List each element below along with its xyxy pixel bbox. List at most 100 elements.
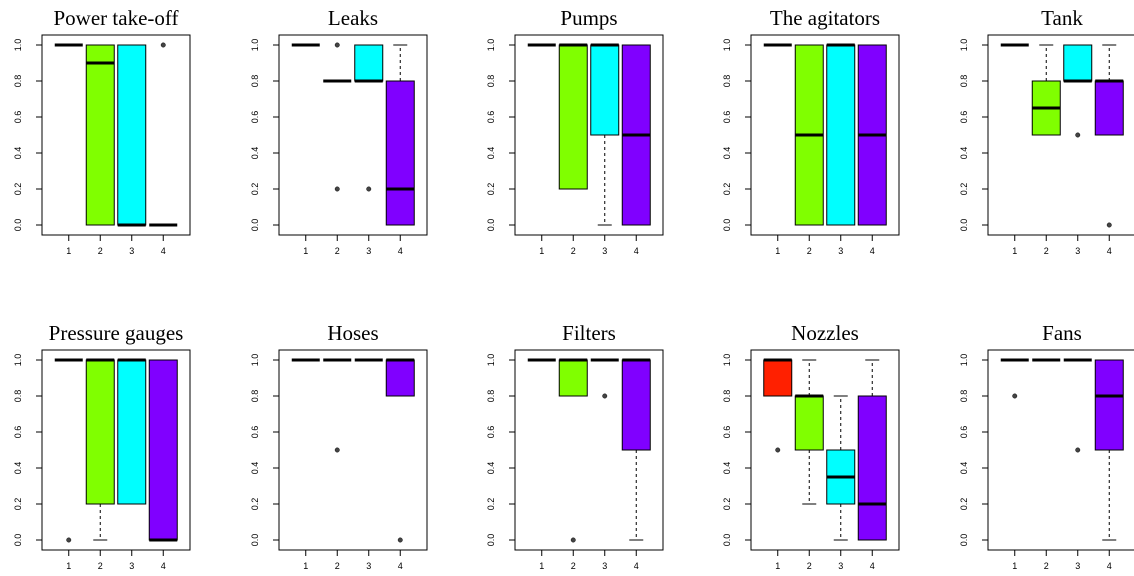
y-tick-label: 0.4 [250, 462, 260, 475]
box-3 [590, 43, 620, 226]
y-tick-label: 0.0 [486, 534, 496, 547]
box-4 [385, 358, 415, 543]
box-body [85, 44, 115, 226]
y-tick-label: 0.2 [250, 498, 260, 511]
x-tick-label: 1 [539, 246, 544, 256]
x-tick-label: 4 [634, 246, 639, 256]
y-tick-label: 1.0 [722, 39, 732, 52]
x-tick-label: 2 [1044, 246, 1049, 256]
plot-frame [41, 349, 191, 551]
y-tick-label: 0.6 [722, 426, 732, 439]
y-tick-label: 0.2 [722, 498, 732, 511]
panel-10: Fans 0.0 0.2 0.4 0.6 0.8 1.0 1 2 3 4 [959, 321, 1134, 571]
x-tick-label: 3 [366, 561, 371, 571]
y-tick-label: 1.0 [13, 39, 23, 52]
x-tick-label: 3 [129, 246, 134, 256]
y-tick-label: 0.4 [959, 462, 969, 475]
panel-5: Tank 0.0 0.2 0.4 0.6 0.8 1.0 1 2 3 4 [959, 6, 1134, 256]
x-tick-label: 3 [602, 561, 607, 571]
x-tick-label: 1 [303, 561, 308, 571]
panel-title: Pumps [560, 6, 617, 30]
y-tick-label: 0.2 [486, 183, 496, 196]
y-tick-label: 0.2 [959, 498, 969, 511]
box-body [354, 44, 384, 82]
box-4 [1094, 44, 1124, 228]
box-4 [857, 44, 887, 226]
y-tick-label: 0.4 [486, 462, 496, 475]
x-tick-label: 3 [1075, 561, 1080, 571]
y-tick-label: 0.6 [959, 111, 969, 124]
y-tick-label: 0.6 [959, 426, 969, 439]
panel-8: Filters 0.0 0.2 0.4 0.6 0.8 1.0 1 2 3 4 [486, 321, 664, 571]
y-tick-label: 0.6 [250, 111, 260, 124]
box-3 [354, 44, 384, 192]
plot-frame [514, 34, 664, 236]
panel-title: Pressure gauges [49, 321, 184, 345]
plot-frame [278, 349, 428, 551]
y-tick-label: 1.0 [13, 354, 23, 367]
outlier-point [366, 186, 372, 192]
outlier-point [1075, 447, 1081, 453]
x-tick-label: 2 [335, 561, 340, 571]
y-tick-label: 0.8 [13, 390, 23, 403]
outlier-point [160, 42, 166, 48]
box-2 [558, 358, 588, 543]
box-body [1094, 80, 1124, 136]
x-tick-label: 4 [1107, 246, 1112, 256]
x-tick-label: 3 [838, 246, 843, 256]
y-tick-label: 0.2 [13, 183, 23, 196]
box-4 [149, 42, 178, 227]
panel-2: Leaks 0.0 0.2 0.4 0.6 0.8 1.0 1 2 3 4 [250, 6, 428, 256]
box-3 [1063, 44, 1093, 138]
outlier-point [1012, 393, 1018, 399]
y-tick-label: 0.6 [722, 111, 732, 124]
x-tick-label: 1 [66, 561, 71, 571]
box-3 [826, 395, 856, 541]
y-tick-label: 0.6 [250, 426, 260, 439]
panel-title: The agitators [770, 6, 880, 30]
y-tick-label: 0.0 [959, 219, 969, 232]
box-4 [621, 358, 651, 541]
y-tick-label: 1.0 [250, 354, 260, 367]
x-tick-label: 3 [838, 561, 843, 571]
y-tick-label: 0.0 [13, 219, 23, 232]
outlier-point [1106, 222, 1112, 228]
x-tick-label: 2 [335, 246, 340, 256]
x-tick-label: 1 [775, 246, 780, 256]
box-3 [117, 44, 147, 227]
box-2 [323, 42, 352, 192]
x-tick-label: 1 [775, 561, 780, 571]
x-tick-label: 3 [1075, 246, 1080, 256]
outlier-point [602, 393, 608, 399]
y-tick-label: 0.8 [722, 390, 732, 403]
panel-1: Power take-off 0.0 0.2 0.4 0.6 0.8 1.0 1 2 3 4 [13, 6, 191, 256]
outlier-point [775, 447, 781, 453]
y-tick-label: 1.0 [722, 354, 732, 367]
box-2 [794, 44, 824, 226]
y-tick-label: 0.0 [959, 534, 969, 547]
plot-frame [750, 349, 900, 551]
box-2 [794, 359, 824, 505]
box-body [621, 359, 651, 451]
x-tick-label: 4 [870, 246, 875, 256]
box-body [385, 359, 415, 397]
box-body [763, 359, 793, 397]
panel-7: Hoses 0.0 0.2 0.4 0.6 0.8 1.0 1 2 3 4 [250, 321, 428, 571]
box-3 [826, 43, 856, 226]
y-tick-label: 0.4 [13, 462, 23, 475]
y-tick-label: 0.6 [486, 111, 496, 124]
y-tick-label: 0.8 [250, 390, 260, 403]
box-2 [1031, 44, 1061, 136]
y-tick-label: 0.4 [722, 147, 732, 160]
box-body [1063, 44, 1093, 82]
x-tick-label: 2 [807, 246, 812, 256]
x-tick-label: 1 [1012, 561, 1017, 571]
y-tick-label: 0.6 [13, 426, 23, 439]
x-tick-label: 2 [571, 246, 576, 256]
plot-frame [987, 34, 1134, 236]
box-body [558, 44, 588, 190]
y-tick-label: 0.8 [486, 75, 496, 88]
y-tick-label: 0.4 [722, 462, 732, 475]
